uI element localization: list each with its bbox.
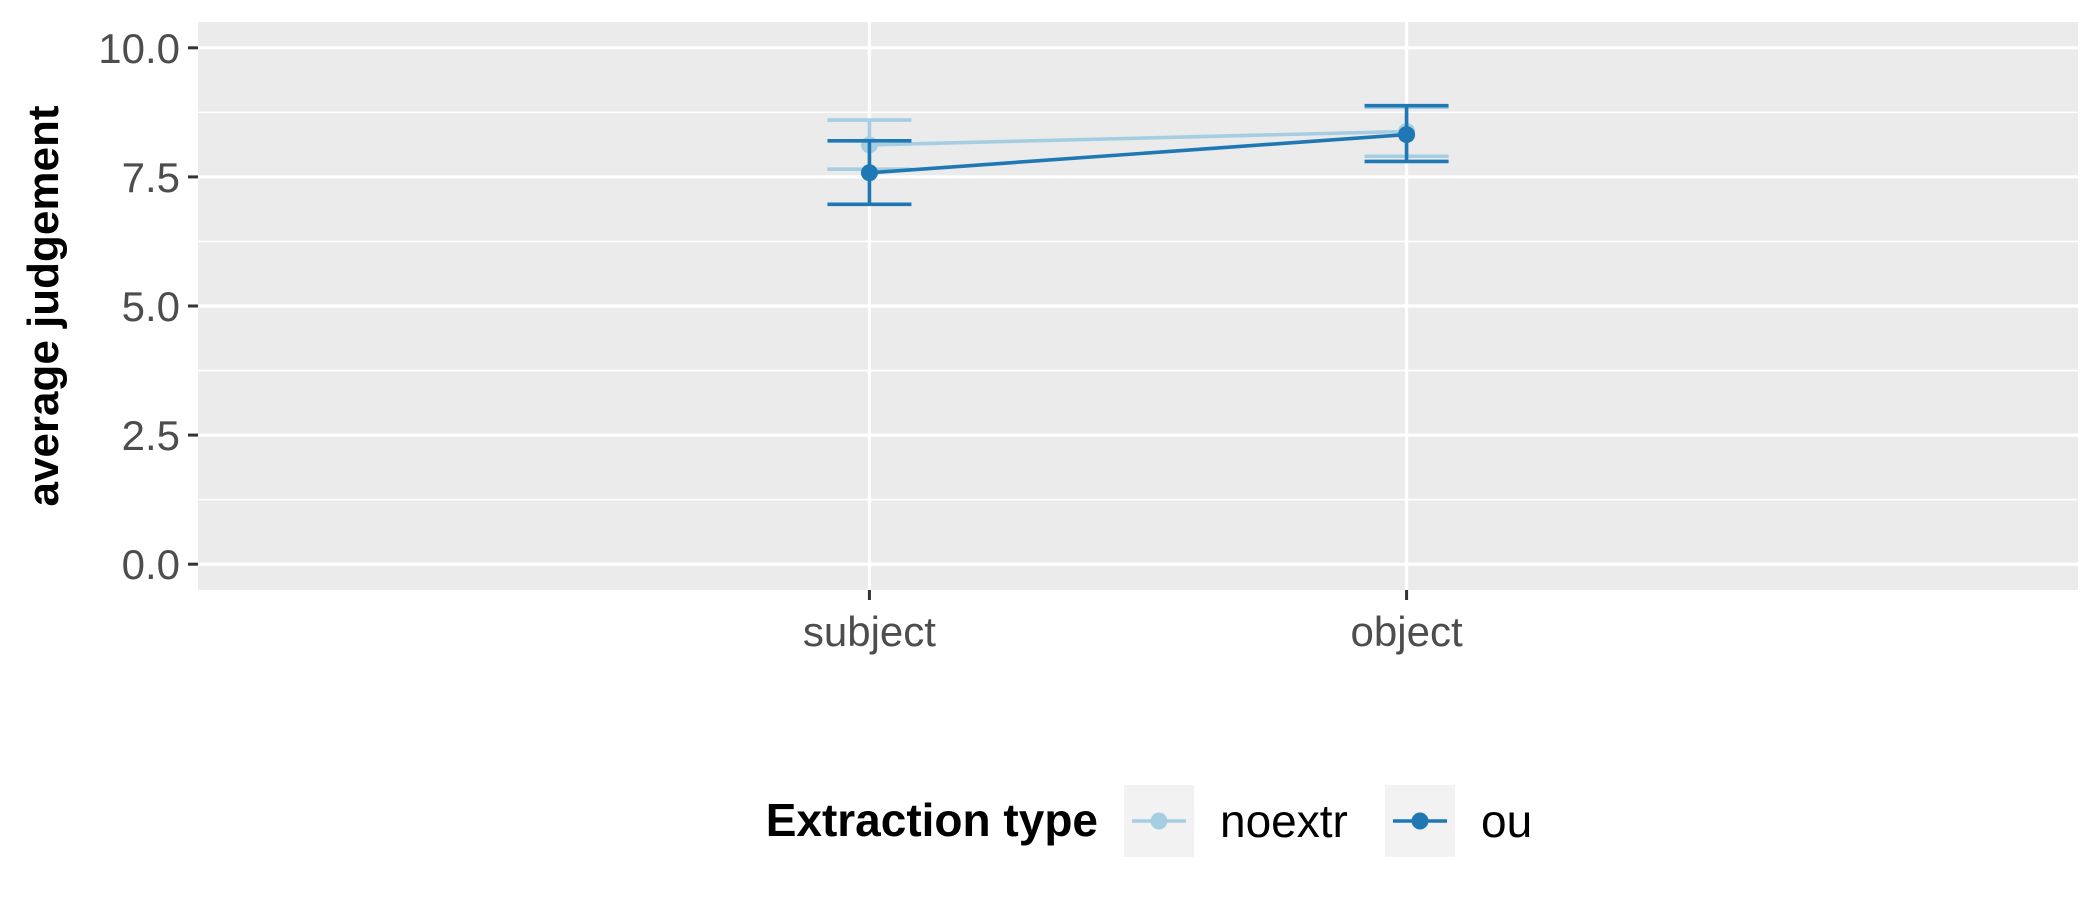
series-layer [827, 103, 1449, 207]
legend-items: noextr ou [1124, 785, 1532, 857]
legend-key-point [1150, 812, 1168, 830]
data-point [1398, 126, 1416, 144]
grid-major [198, 22, 2078, 590]
y-axis: 0.0 2.5 5.0 7.5 10.0 [98, 25, 198, 588]
legend-key-point [1411, 812, 1429, 830]
series-line [869, 129, 1407, 147]
x-axis: subject object [803, 590, 1463, 655]
x-tick-label: subject [803, 608, 936, 655]
series-line [869, 132, 1407, 175]
legend-item-noextr: noextr [1124, 785, 1348, 857]
data-point [860, 164, 878, 182]
y-axis-title: average judgement [19, 105, 68, 506]
legend-label: noextr [1220, 795, 1348, 847]
y-tick-label: 7.5 [122, 154, 180, 201]
grid-minor [198, 111, 2078, 501]
legend-label: ou [1481, 795, 1532, 847]
y-tick-label: 2.5 [122, 412, 180, 459]
y-tick-label: 0.0 [122, 541, 180, 588]
x-tick-label: object [1351, 608, 1463, 655]
legend: Extraction type noextr ou [766, 785, 1532, 857]
legend-item-ou: ou [1385, 785, 1532, 857]
y-tick-label: 10.0 [98, 25, 180, 72]
legend-title: Extraction type [766, 794, 1098, 846]
series-ou [827, 103, 1449, 207]
y-tick-label: 5.0 [122, 283, 180, 330]
